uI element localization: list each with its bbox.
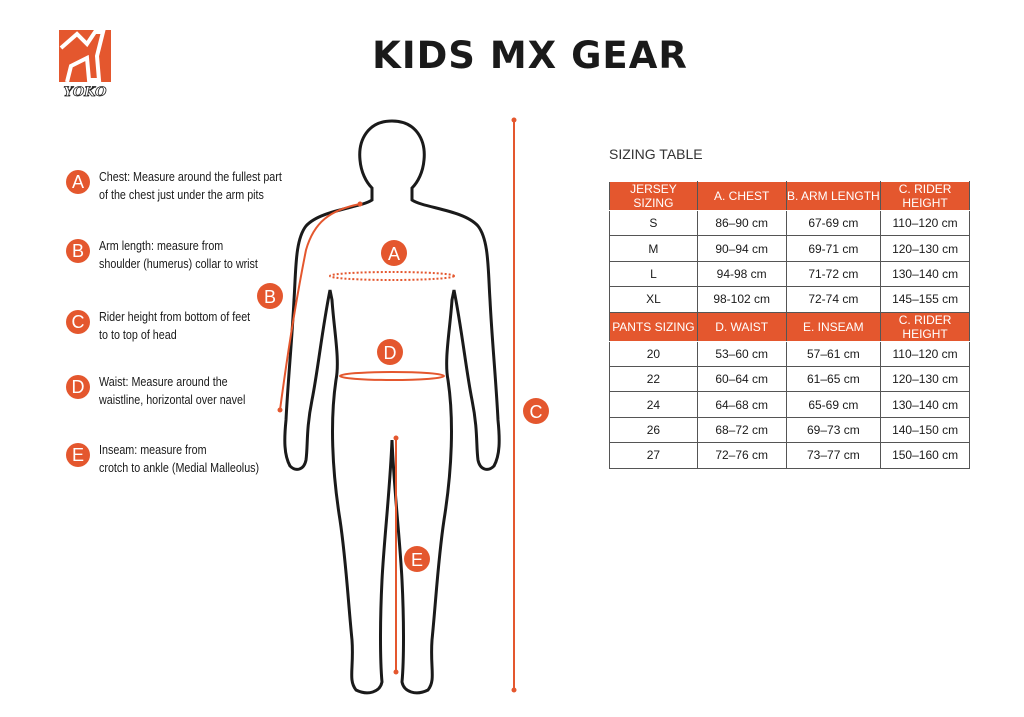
jersey-header-row: JERSEY SIZING A. CHEST B. ARM LENGTH C. RID… [609,181,970,211]
arm-measure-line [279,203,361,411]
figure-label-e: E [404,546,430,572]
table-cell: 69-71 cm [785,235,882,262]
figure-label-c: C [523,398,549,424]
pants-header-row: PANTS SIZING D. WAIST E. INSEAM C. RIDER HE… [609,311,970,342]
table-cell: 130–140 cm [880,260,970,288]
table-row: L 94-98 cm 71-72 cm 130–140 cm [609,260,970,288]
table-cell: E. INSEAM [785,311,882,342]
table-cell: 27 [609,442,698,469]
table-cell: 69–73 cm [785,416,882,444]
table-cell: S [609,209,698,237]
table-cell: 72-74 cm [785,286,882,313]
page-title: KIDS MX GEAR [372,34,688,77]
table-cell: 24 [609,391,698,418]
table-cell: A. CHEST [696,181,787,211]
table-cell: 68–72 cm [696,416,787,444]
table-cell: 26 [609,416,698,444]
figure-label-a: A [381,240,407,266]
table-cell: 120–130 cm [880,235,970,262]
table-cell: L [609,260,698,288]
waist-measure-line [339,371,445,381]
table-cell: D. WAIST [696,311,787,342]
table-cell: M [609,235,698,262]
table-cell: 20 [609,340,698,367]
sizing-table-label: SIZING TABLE [609,146,703,162]
letter-badge: C [66,310,90,334]
legend-text: Inseam: measure from crotch to ankle (Med… [99,443,260,475]
table-cell: JERSEY SIZING [609,181,698,211]
table-cell: 53–60 cm [696,340,787,367]
figure-label-d: D [377,339,403,365]
table-cell: 86–90 cm [696,209,787,237]
letter-badge: A [66,170,90,194]
body-outline [283,119,501,695]
svg-text:C: C [530,402,543,422]
table-cell: PANTS SIZING [609,311,698,342]
table-cell: B. ARM LENGTH [785,181,882,211]
table-row: 24 64–68 cm 65-69 cm 130–140 cm [609,391,970,418]
table-cell: 94-98 cm [696,260,787,288]
yoko-logo: YOKO [59,30,111,100]
table-row: 22 60–64 cm 61–65 cm 120–130 cm [609,365,970,393]
svg-text:E: E [411,550,423,570]
table-row: 27 72–76 cm 73–77 cm 150–160 cm [609,442,970,469]
table-cell: 110–120 cm [880,340,970,367]
sizing-table: JERSEY SIZING A. CHEST B. ARM LENGTH C. RID… [609,181,970,469]
table-cell: C. RIDER HEIGHT [880,311,970,342]
letter-badge: E [66,443,90,467]
table-cell: 71-72 cm [785,260,882,288]
legend-text: Chest: Measure around the fullest part of… [99,170,282,202]
table-cell: 22 [609,365,698,393]
svg-text:YOKO: YOKO [64,85,108,100]
table-cell: XL [609,286,698,313]
chest-measure-line [329,271,455,281]
svg-text:A: A [388,244,400,264]
table-cell: 120–130 cm [880,365,970,393]
legend-text: Waist: Measure around the waistline, hori… [99,375,246,407]
letter-badge: D [66,375,90,399]
table-cell: 90–94 cm [696,235,787,262]
table-cell: 67-69 cm [785,209,882,237]
legend-text: Arm length: measure from shoulder (humeru… [99,239,258,271]
table-cell: C. RIDER HEIGHT [880,181,970,211]
table-cell: 145–155 cm [880,286,970,313]
legend-text: Rider height from bottom of feet to to to… [99,310,251,342]
table-cell: 98-102 cm [696,286,787,313]
table-cell: 73–77 cm [785,442,882,469]
table-row: 26 68–72 cm 69–73 cm 140–150 cm [609,416,970,444]
svg-text:B: B [264,287,276,307]
table-cell: 130–140 cm [880,391,970,418]
table-cell: 60–64 cm [696,365,787,393]
table-row: S 86–90 cm 67-69 cm 110–120 cm [609,209,970,237]
letter-badge: B [66,239,90,263]
table-cell: 64–68 cm [696,391,787,418]
table-cell: 57–61 cm [785,340,882,367]
table-row: 20 53–60 cm 57–61 cm 110–120 cm [609,340,970,367]
table-cell: 65-69 cm [785,391,882,418]
table-cell: 61–65 cm [785,365,882,393]
table-cell: 150–160 cm [880,442,970,469]
table-cell: 72–76 cm [696,442,787,469]
table-cell: 110–120 cm [880,209,970,237]
table-cell: 140–150 cm [880,416,970,444]
table-row: XL 98-102 cm 72-74 cm 145–155 cm [609,286,970,313]
svg-text:D: D [384,343,397,363]
figure-label-b: B [257,283,283,309]
table-row: M 90–94 cm 69-71 cm 120–130 cm [609,235,970,262]
